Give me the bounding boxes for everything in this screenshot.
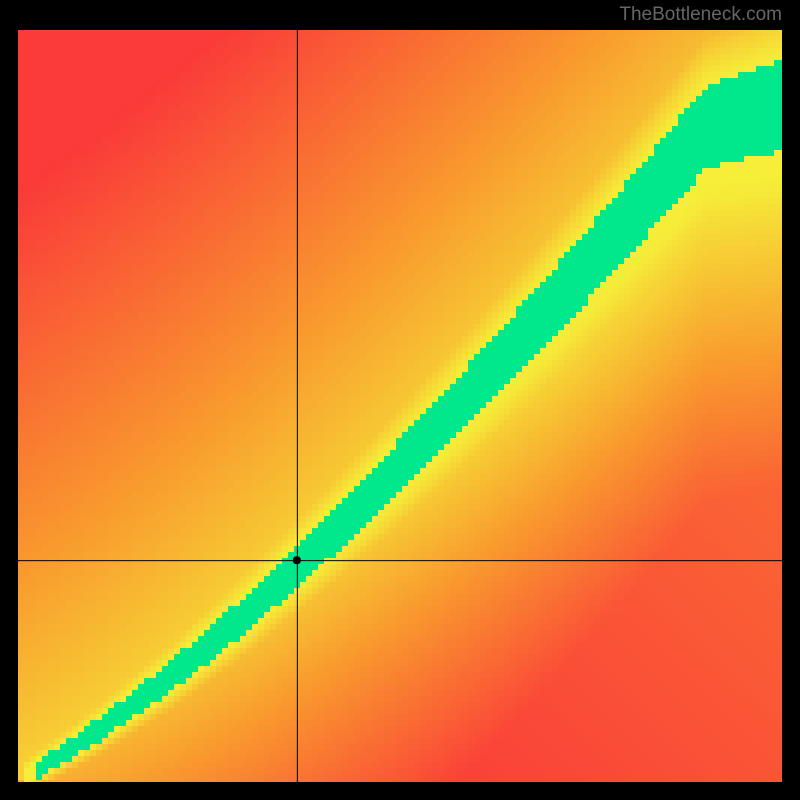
watermark: TheBottleneck.com	[619, 4, 782, 26]
heatmap-plot	[18, 30, 782, 782]
heatmap-canvas	[18, 30, 782, 782]
